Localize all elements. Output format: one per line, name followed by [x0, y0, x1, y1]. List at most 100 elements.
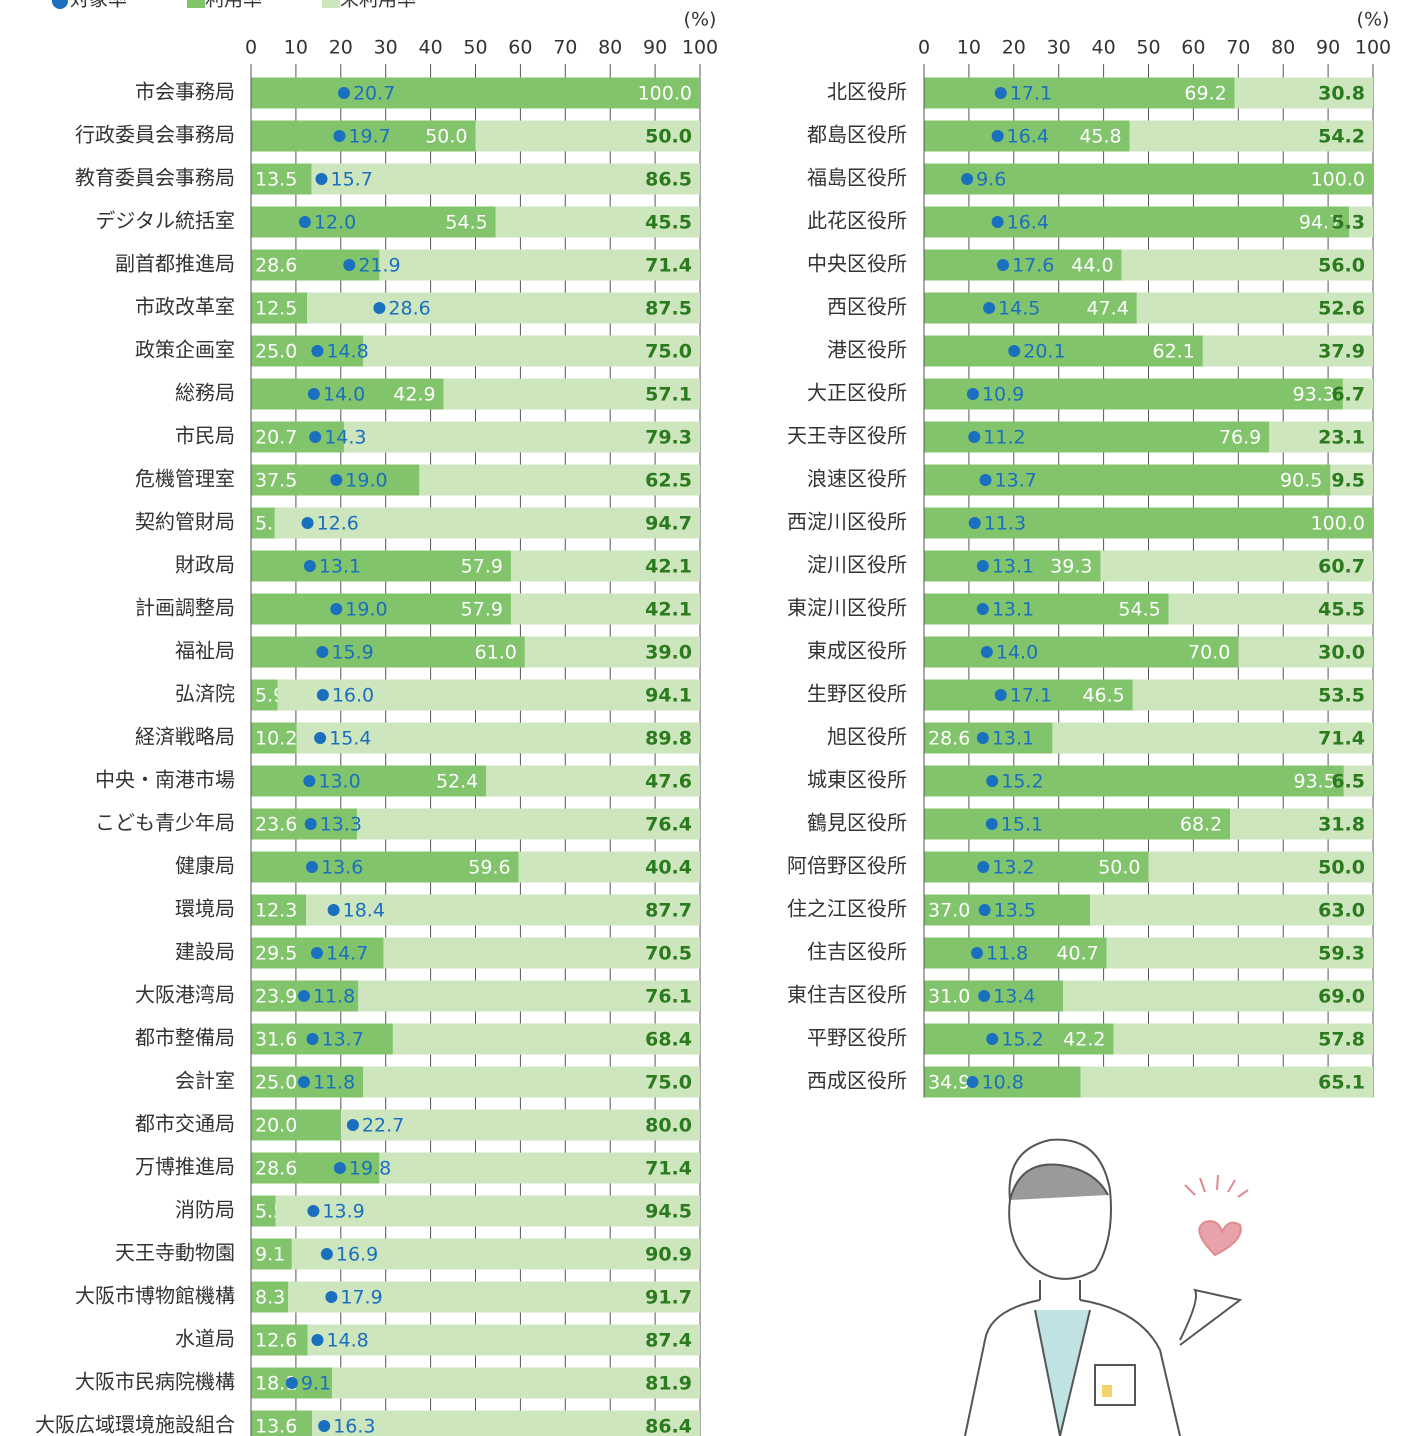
category-label: 淀川区役所: [807, 553, 907, 577]
target-dot: [981, 646, 993, 658]
target-dot: [997, 259, 1009, 271]
category-label: 経済戦略局: [135, 725, 235, 749]
category-label: 北区役所: [827, 80, 907, 104]
target-dot: [334, 1162, 346, 1174]
value-label: 76.4: [645, 814, 692, 836]
value-label: 15.4: [329, 728, 371, 750]
value-label: 57.1: [645, 384, 692, 406]
value-label: 13.9: [322, 1201, 364, 1223]
value-label: 39.3: [1050, 556, 1092, 578]
value-label: 13.6: [321, 857, 363, 879]
category-label: 危機管理室: [135, 467, 235, 491]
value-label: 68.2: [1180, 814, 1222, 836]
value-label: 22.7: [362, 1115, 404, 1137]
value-label: 70.0: [1188, 642, 1230, 664]
legend-marker: [322, 0, 340, 8]
category-label: 大阪市民病院機構: [75, 1370, 235, 1394]
value-label: 91.7: [645, 1287, 692, 1309]
target-dot: [298, 990, 310, 1002]
value-label: 57.8: [1318, 1029, 1365, 1051]
value-label: 10.9: [982, 384, 1024, 406]
value-label: 52.6: [1318, 298, 1365, 320]
value-label: 31.0: [928, 986, 970, 1008]
value-label: 16.4: [1007, 126, 1049, 148]
target-dot: [317, 689, 329, 701]
category-label: 天王寺区役所: [787, 424, 907, 448]
category-label: 中央・南港市場: [95, 768, 235, 792]
x-tick-label: 20: [1002, 37, 1026, 59]
category-label: 平野区役所: [807, 1026, 907, 1050]
target-dot: [298, 1076, 310, 1088]
value-label: 81.9: [645, 1373, 692, 1395]
value-label: 13.7: [995, 470, 1037, 492]
value-label: 10.2: [255, 728, 297, 750]
value-label: 16.3: [333, 1416, 375, 1436]
value-label: 56.0: [1318, 255, 1365, 277]
x-tick-label: 60: [1181, 37, 1205, 59]
value-label: 87.4: [645, 1330, 692, 1352]
value-label: 15.7: [330, 169, 372, 191]
value-label: 45.8: [1079, 126, 1121, 148]
target-dot: [330, 603, 342, 615]
x-tick-label: 30: [1047, 37, 1071, 59]
category-label: 東淀川区役所: [787, 596, 907, 620]
value-label: 50.0: [1318, 857, 1365, 879]
value-label: 30.8: [1318, 83, 1365, 105]
target-dot: [995, 87, 1007, 99]
category-label: 大阪港湾局: [135, 983, 235, 1007]
category-label: 城東区役所: [807, 768, 907, 792]
value-label: 9.5: [1331, 470, 1365, 492]
value-label: 17.6: [1012, 255, 1054, 277]
category-label: こども青少年局: [95, 811, 235, 835]
category-label: 契約管財局: [135, 510, 235, 534]
legend-label: 未利用率: [340, 0, 416, 11]
x-tick-label: 40: [1092, 37, 1116, 59]
value-label: 46.5: [1082, 685, 1124, 707]
target-dot: [968, 431, 980, 443]
category-label: 行政委員会事務局: [75, 123, 235, 147]
value-label: 14.5: [998, 298, 1040, 320]
value-label: 80.0: [645, 1115, 692, 1137]
value-label: 17.9: [340, 1287, 382, 1309]
value-label: 47.4: [1087, 298, 1129, 320]
target-dot: [986, 818, 998, 830]
value-label: 100.0: [1311, 513, 1365, 535]
value-label: 10.8: [981, 1072, 1023, 1094]
target-dot: [983, 302, 995, 314]
value-label: 60.7: [1318, 556, 1365, 578]
value-label: 16.0: [332, 685, 374, 707]
x-tick-label: 90: [1316, 37, 1340, 59]
target-dot: [961, 173, 973, 185]
value-label: 14.8: [326, 341, 368, 363]
value-label: 52.4: [436, 771, 478, 793]
category-label: 市会事務局: [135, 80, 235, 104]
value-label: 57.9: [461, 556, 503, 578]
target-dot: [311, 345, 323, 357]
value-label: 100.0: [1311, 169, 1365, 191]
value-label: 28.6: [255, 255, 297, 277]
target-dot: [308, 388, 320, 400]
value-label: 28.6: [255, 1158, 297, 1180]
value-label: 94.5: [645, 1201, 692, 1223]
value-label: 89.8: [645, 728, 692, 750]
target-dot: [967, 388, 979, 400]
value-label: 86.5: [645, 169, 692, 191]
target-dot: [305, 818, 317, 830]
value-label: 90.9: [645, 1244, 692, 1266]
category-label: 西区役所: [827, 295, 907, 319]
value-label: 14.3: [324, 427, 366, 449]
value-label: 15.1: [1001, 814, 1043, 836]
target-dot: [307, 1205, 319, 1217]
value-label: 31.6: [255, 1029, 297, 1051]
value-label: 93.3: [1293, 384, 1335, 406]
target-dot: [325, 1291, 337, 1303]
x-tick-label: 0: [918, 37, 930, 59]
target-dot: [969, 517, 981, 529]
value-label: 12.3: [255, 900, 297, 922]
value-label: 59.3: [1318, 943, 1365, 965]
target-dot: [304, 560, 316, 572]
target-dot: [1008, 345, 1020, 357]
bar-segment: [307, 293, 700, 324]
target-dot: [306, 861, 318, 873]
value-label: 19.0: [345, 599, 387, 621]
